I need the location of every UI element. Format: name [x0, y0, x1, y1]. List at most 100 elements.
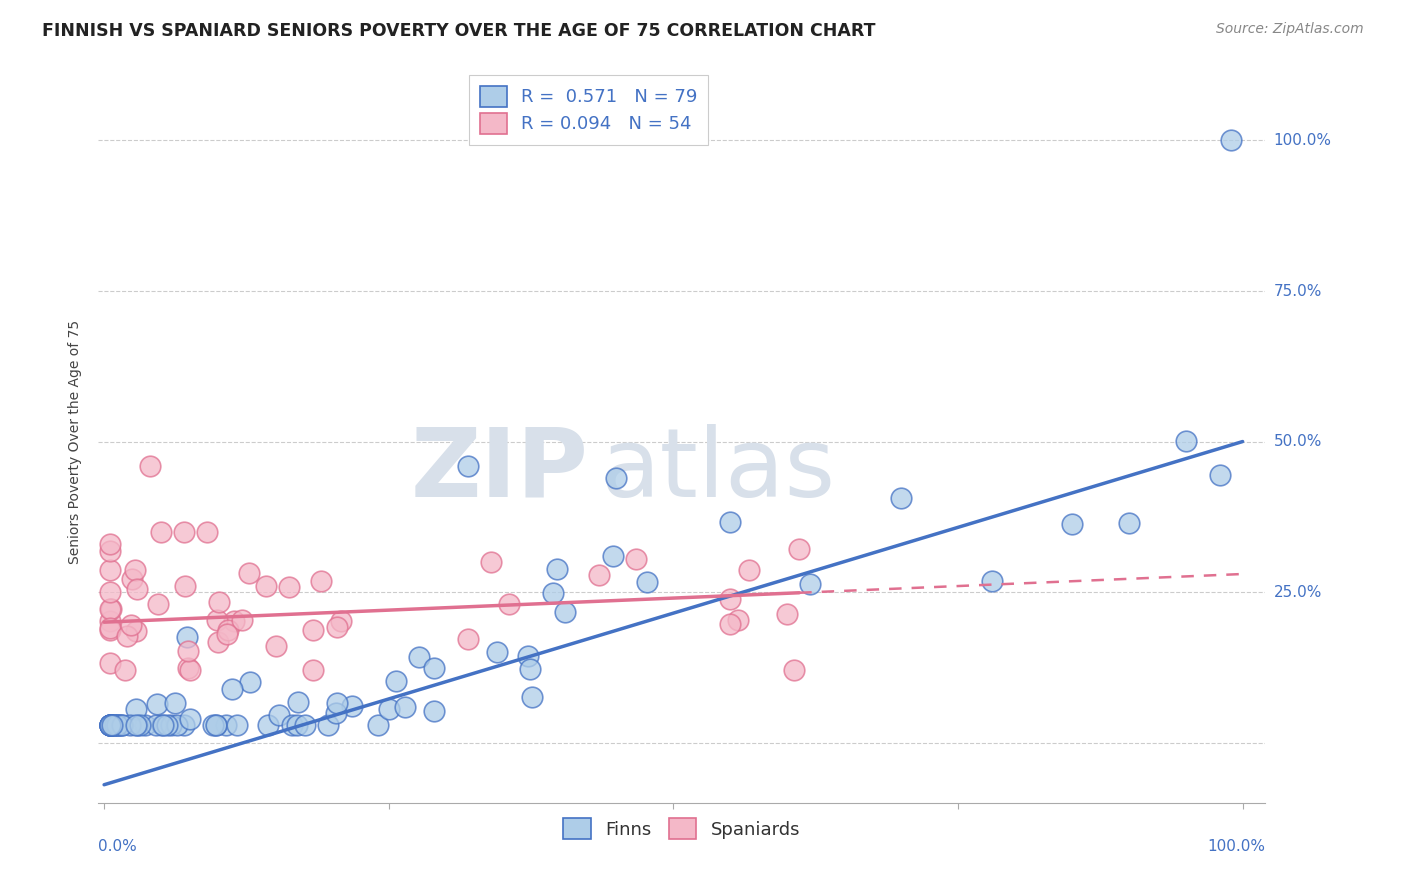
- Point: [138, 458, 160, 473]
- Point: [108, 717, 131, 731]
- Point: [173, 579, 195, 593]
- Point: [325, 706, 347, 720]
- Point: [636, 574, 658, 589]
- Text: 0.0%: 0.0%: [98, 838, 138, 854]
- Point: [457, 632, 479, 646]
- Point: [215, 627, 238, 641]
- Point: [150, 717, 173, 731]
- Point: [173, 717, 195, 731]
- Point: [626, 551, 648, 566]
- Point: [214, 717, 236, 731]
- Point: [301, 664, 323, 678]
- Point: [204, 717, 226, 731]
- Point: [98, 602, 121, 616]
- Point: [799, 577, 821, 591]
- Point: [302, 624, 325, 638]
- Point: [176, 631, 198, 645]
- Point: [326, 696, 349, 710]
- Point: [152, 717, 174, 731]
- Point: [718, 591, 741, 606]
- Point: [98, 717, 121, 731]
- Point: [422, 661, 444, 675]
- Point: [519, 663, 541, 677]
- Point: [166, 717, 188, 731]
- Point: [201, 717, 224, 731]
- Point: [208, 595, 231, 609]
- Point: [267, 708, 290, 723]
- Point: [207, 634, 229, 648]
- Point: [205, 613, 228, 627]
- Point: [718, 617, 741, 632]
- Point: [294, 717, 316, 731]
- Point: [408, 649, 430, 664]
- Point: [98, 717, 121, 731]
- Point: [100, 717, 122, 731]
- Point: [98, 717, 121, 731]
- Point: [588, 568, 610, 582]
- Point: [134, 717, 156, 731]
- Point: [124, 563, 146, 577]
- Text: ZIP: ZIP: [411, 424, 589, 517]
- Point: [195, 525, 218, 540]
- Point: [217, 623, 239, 637]
- Point: [377, 701, 399, 715]
- Point: [111, 717, 134, 731]
- Point: [114, 664, 136, 678]
- Point: [165, 696, 187, 710]
- Point: [602, 549, 624, 564]
- Point: [150, 524, 173, 539]
- Point: [1118, 516, 1140, 531]
- Point: [479, 555, 502, 569]
- Point: [204, 717, 226, 731]
- Point: [179, 664, 201, 678]
- Text: FINNISH VS SPANIARD SENIORS POVERTY OVER THE AGE OF 75 CORRELATION CHART: FINNISH VS SPANIARD SENIORS POVERTY OVER…: [42, 22, 876, 40]
- Point: [787, 541, 810, 556]
- Point: [107, 717, 129, 731]
- Text: atlas: atlas: [600, 424, 835, 517]
- Point: [120, 618, 142, 632]
- Point: [145, 717, 167, 731]
- Point: [173, 524, 195, 539]
- Point: [101, 717, 124, 731]
- Point: [111, 717, 134, 731]
- Point: [156, 717, 179, 731]
- Text: 100.0%: 100.0%: [1208, 838, 1265, 854]
- Point: [231, 613, 253, 627]
- Point: [737, 563, 759, 577]
- Point: [890, 491, 912, 506]
- Point: [280, 717, 302, 731]
- Point: [98, 585, 121, 599]
- Point: [125, 717, 148, 731]
- Point: [101, 717, 124, 731]
- Point: [278, 580, 301, 594]
- Point: [105, 717, 128, 731]
- Point: [100, 602, 122, 616]
- Point: [326, 620, 349, 634]
- Point: [98, 537, 121, 551]
- Point: [1174, 434, 1197, 448]
- Point: [517, 648, 540, 663]
- Y-axis label: Seniors Poverty Over the Age of 75: Seniors Poverty Over the Age of 75: [69, 319, 83, 564]
- Point: [522, 690, 544, 705]
- Text: 50.0%: 50.0%: [1274, 434, 1322, 449]
- Point: [146, 597, 169, 611]
- Point: [423, 704, 446, 718]
- Point: [98, 614, 121, 628]
- Point: [115, 629, 138, 643]
- Point: [125, 582, 148, 596]
- Point: [367, 717, 389, 731]
- Point: [179, 712, 201, 726]
- Point: [104, 717, 127, 731]
- Text: Source: ZipAtlas.com: Source: ZipAtlas.com: [1216, 22, 1364, 37]
- Point: [98, 717, 121, 731]
- Point: [316, 717, 339, 731]
- Point: [177, 644, 200, 658]
- Point: [727, 614, 749, 628]
- Legend: Finns, Spaniards: Finns, Spaniards: [554, 809, 810, 848]
- Point: [239, 675, 262, 690]
- Point: [340, 698, 363, 713]
- Point: [125, 702, 148, 716]
- Point: [160, 717, 183, 731]
- Point: [98, 544, 121, 558]
- Point: [98, 563, 121, 577]
